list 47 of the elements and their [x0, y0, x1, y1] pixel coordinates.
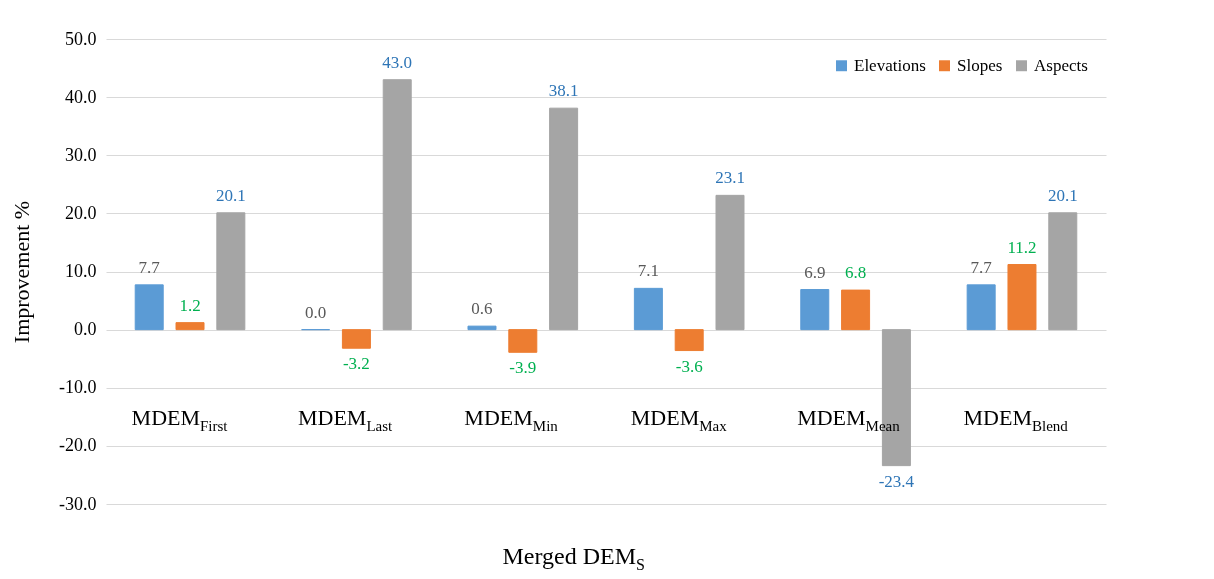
- data-label: 7.7: [970, 257, 993, 277]
- y-axis-title: Improvement %: [9, 200, 35, 344]
- legend-label: Slopes: [957, 55, 1003, 75]
- y-tick-label: -20.0: [59, 435, 97, 456]
- y-tick-label: 40.0: [65, 86, 97, 107]
- data-label: 38.1: [548, 81, 579, 101]
- bar: [467, 325, 497, 331]
- bar: [1007, 264, 1037, 331]
- y-tick-label: 20.0: [65, 202, 97, 223]
- data-label: 6.9: [804, 262, 826, 282]
- bar: [674, 329, 704, 352]
- y-tick-label: 50.0: [65, 28, 97, 49]
- data-label: 1.2: [179, 295, 201, 315]
- data-label: 23.1: [715, 168, 745, 188]
- data-label: 7.1: [637, 261, 660, 281]
- bar: [549, 107, 579, 331]
- bar: [382, 79, 412, 331]
- data-label: 0.6: [471, 299, 493, 319]
- y-tick-label: 0.0: [74, 319, 97, 340]
- bar: [966, 284, 996, 331]
- legend-label: Elevations: [854, 55, 926, 75]
- legend-label: Aspects: [1034, 55, 1088, 75]
- y-tick-label: 30.0: [65, 144, 97, 165]
- data-label: 20.1: [215, 185, 246, 205]
- bar: [216, 212, 246, 331]
- data-label: -3.2: [342, 354, 370, 374]
- data-label: -3.6: [675, 356, 703, 376]
- y-tick-label: 10.0: [65, 261, 97, 281]
- bar: [841, 289, 871, 331]
- bar: [1048, 212, 1078, 331]
- data-label: 20.1: [1047, 185, 1078, 205]
- data-label: 43.0: [382, 52, 413, 72]
- bar: [341, 329, 371, 349]
- bar: [508, 329, 538, 353]
- y-tick-label: -10.0: [59, 377, 97, 398]
- data-label: 0.0: [304, 302, 327, 322]
- data-label: -23.4: [878, 471, 915, 491]
- data-label: 7.7: [138, 257, 161, 277]
- bar: [175, 322, 205, 331]
- data-label: 6.8: [844, 263, 867, 283]
- data-label: 11.2: [1007, 237, 1037, 257]
- y-tick-label: -30.0: [59, 493, 97, 514]
- bar: [800, 289, 830, 331]
- bar: [715, 194, 745, 331]
- data-label: -3.9: [509, 358, 537, 378]
- bar: [134, 284, 164, 331]
- bar: [633, 287, 663, 331]
